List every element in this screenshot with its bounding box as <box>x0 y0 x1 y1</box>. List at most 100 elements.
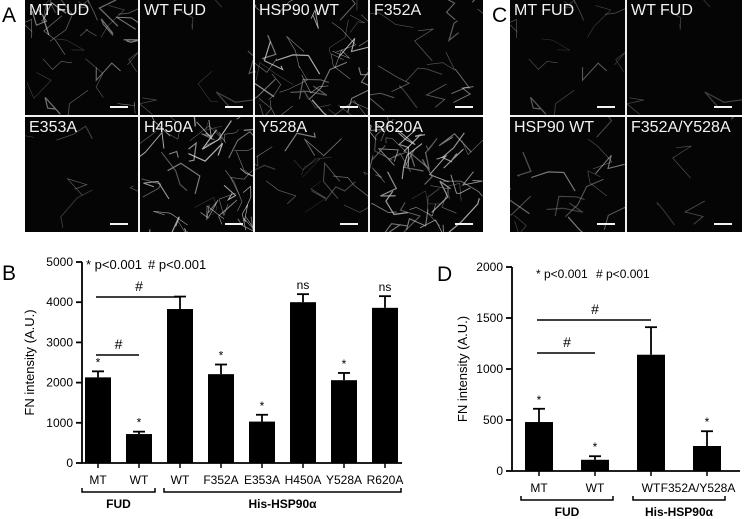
group-bracket <box>81 488 156 493</box>
scale-bar <box>597 106 615 108</box>
scale-bar <box>340 223 358 225</box>
micrograph-grid-c: MT FUD WT FUD HSP90 WT F352A/Y528A <box>510 0 742 232</box>
category-label: Y528A <box>326 473 362 487</box>
micrograph-tile: F352A/Y528A <box>627 117 742 232</box>
tile-label: HSP90 WT <box>514 119 595 136</box>
micrograph-tile: F352A <box>370 0 483 115</box>
comparison-label: # <box>591 301 599 317</box>
micrograph-tile: HSP90 WT <box>510 117 625 232</box>
fibronectin-texture <box>25 125 138 228</box>
micrograph-tile: MT FUD <box>25 0 138 115</box>
fibronectin-texture <box>510 0 625 115</box>
comparison-label: # <box>135 278 143 294</box>
scale-bar <box>455 223 473 225</box>
significance-mark: * <box>537 393 542 407</box>
micrograph-tile: E353A <box>25 117 138 232</box>
bar <box>581 459 609 471</box>
micrograph-tile: R620A <box>370 117 483 232</box>
category-label: WT <box>171 473 190 487</box>
significance-mark: * <box>137 416 142 430</box>
significance-mark: * <box>593 440 598 454</box>
category-label: H450A <box>285 473 322 487</box>
category-label: F352A/Y528A <box>661 481 736 495</box>
significance-mark: * <box>705 415 710 429</box>
panel-letter-c: C <box>492 4 508 27</box>
panel-letter-b: B <box>2 262 17 285</box>
scale-bar <box>110 223 128 225</box>
y-axis-label: FN intensity (A.U.) <box>455 316 470 422</box>
bar <box>290 302 316 463</box>
category-label: F352A <box>203 473 238 487</box>
bar <box>525 422 553 471</box>
scale-bar <box>110 106 128 108</box>
group-bracket <box>632 496 726 501</box>
y-tick-label: 0 <box>66 456 73 470</box>
bar <box>693 446 721 471</box>
group-label: FUD <box>106 497 131 511</box>
tile-label: WT FUD <box>144 2 206 19</box>
tile-label: E353A <box>29 119 78 136</box>
micrograph-tile: Y528A <box>255 117 368 232</box>
legend-entry: * p<0.001 <box>536 267 588 281</box>
significance-mark: ns <box>297 278 310 292</box>
tile-label: R620A <box>374 119 423 136</box>
scale-bar <box>597 223 615 225</box>
fibronectin-texture <box>140 0 253 115</box>
category-label: E353A <box>244 473 280 487</box>
scale-bar <box>455 106 473 108</box>
scale-bar <box>714 223 732 225</box>
scale-bar <box>340 106 358 108</box>
y-tick-label: 500 <box>483 413 503 427</box>
y-tick-label: 2000 <box>46 376 73 390</box>
fibronectin-texture <box>656 117 735 226</box>
tile-label: MT FUD <box>514 2 575 19</box>
group-bracket <box>163 488 402 493</box>
y-axis-label: FN intensity (A.U.) <box>22 309 37 415</box>
group-label: FUD <box>555 505 580 519</box>
micrograph-tile: H450A <box>140 117 253 232</box>
group-label: His-HSP90α <box>248 497 317 511</box>
y-tick-label: 1000 <box>476 362 503 376</box>
y-tick-label: 3000 <box>46 335 73 349</box>
fibronectin-texture <box>25 0 138 115</box>
y-tick-label: 4000 <box>46 295 73 309</box>
scale-bar <box>225 106 243 108</box>
group-bracket <box>520 496 614 501</box>
micrograph-tile: HSP90 WT <box>255 0 368 115</box>
tile-label: MT FUD <box>29 2 90 19</box>
tile-label: HSP90 WT <box>259 2 340 19</box>
category-label: WT <box>642 481 661 495</box>
fibronectin-texture <box>255 132 368 213</box>
y-tick-label: 1000 <box>46 416 73 430</box>
category-label: R620A <box>367 473 404 487</box>
bar <box>249 421 275 463</box>
legend-entry: # p<0.001 <box>148 257 206 272</box>
y-tick-label: 2000 <box>476 260 503 274</box>
category-label: WT <box>130 473 149 487</box>
tile-label: F352A/Y528A <box>631 119 731 136</box>
y-tick-label: 0 <box>496 464 503 478</box>
comparison-label: # <box>563 334 571 350</box>
scale-bar <box>714 106 732 108</box>
bar <box>167 309 193 463</box>
group-label: His-HSP90α <box>645 505 714 519</box>
significance-mark: * <box>260 399 265 413</box>
fibronectin-texture <box>255 0 368 115</box>
micrograph-tile: WT FUD <box>140 0 253 115</box>
micrograph-tile: MT FUD <box>510 0 625 115</box>
fibronectin-texture <box>370 0 483 111</box>
significance-mark: ns <box>379 280 392 294</box>
panel-letter-d: D <box>437 263 453 286</box>
y-tick-label: 1500 <box>476 311 503 325</box>
tile-label: WT FUD <box>631 2 693 19</box>
comparison-label: # <box>115 336 123 352</box>
fibronectin-texture <box>510 117 625 232</box>
scale-bar <box>225 223 243 225</box>
micrograph-tile: WT FUD <box>627 0 742 115</box>
legend-entry: * p<0.001 <box>86 257 142 272</box>
bar <box>208 374 234 463</box>
bar <box>331 380 357 463</box>
tile-label: H450A <box>144 119 193 136</box>
